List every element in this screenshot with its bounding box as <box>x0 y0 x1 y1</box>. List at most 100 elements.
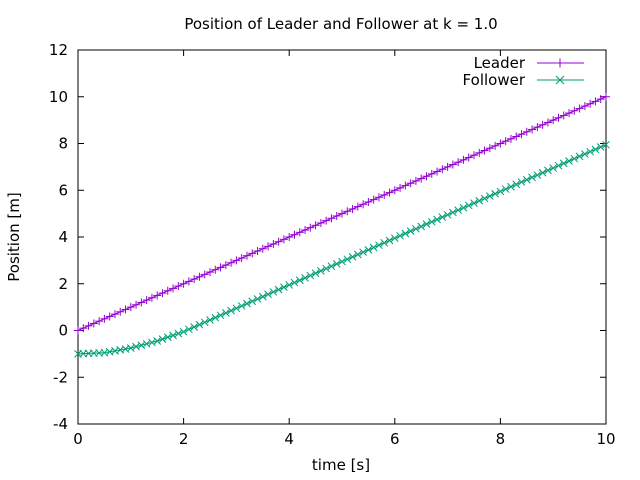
data-point-leader <box>575 104 584 113</box>
y-tick-label: -4 <box>53 415 68 433</box>
data-point-follower <box>565 157 573 165</box>
data-point-follower <box>507 182 515 191</box>
data-point-follower <box>364 246 373 254</box>
legend-marker-follower <box>555 75 565 85</box>
data-point-leader <box>522 127 531 136</box>
data-point-leader <box>237 254 246 263</box>
data-point-follower <box>148 338 156 347</box>
data-point-follower <box>401 229 410 238</box>
data-point-leader <box>232 256 241 265</box>
data-point-follower <box>137 341 146 350</box>
y-tick-label: 12 <box>49 41 68 59</box>
data-point-follower <box>602 140 610 149</box>
data-point-follower <box>396 231 404 240</box>
data-point-follower <box>406 227 415 236</box>
x-tick-label: 0 <box>73 430 83 448</box>
data-point-leader <box>79 324 88 333</box>
data-point-leader <box>580 102 589 111</box>
data-point-leader <box>332 211 341 220</box>
data-point-leader <box>211 265 220 274</box>
data-point-leader <box>496 139 505 148</box>
series-leader <box>74 92 610 335</box>
data-point-follower <box>353 250 362 259</box>
data-point-leader <box>153 291 162 300</box>
data-point-follower <box>343 255 352 264</box>
y-tick-label: 4 <box>58 228 68 246</box>
data-point-follower <box>517 178 526 186</box>
data-point-follower <box>533 171 542 179</box>
data-point-leader <box>528 125 537 134</box>
data-point-follower <box>549 164 558 172</box>
data-point-leader <box>343 207 352 216</box>
data-point-follower <box>185 325 193 334</box>
data-point-leader <box>248 249 257 258</box>
data-point-leader <box>190 275 199 284</box>
data-point-leader <box>242 251 251 260</box>
data-point-follower <box>596 143 605 151</box>
data-point-follower <box>163 333 172 342</box>
data-point-leader <box>406 179 415 188</box>
data-point-leader <box>147 293 156 302</box>
data-point-follower <box>211 313 220 322</box>
data-point-leader <box>285 233 294 241</box>
data-point-leader <box>163 286 172 295</box>
data-point-leader <box>485 144 494 153</box>
y-tick-label: 0 <box>58 322 68 340</box>
data-point-leader <box>380 190 389 199</box>
data-point-follower <box>591 145 600 154</box>
chart-title: Position of Leader and Follower at k = 1… <box>184 15 497 33</box>
y-tick-label: 10 <box>49 88 68 106</box>
data-point-leader <box>132 300 141 309</box>
legend-label-follower: Follower <box>463 71 526 89</box>
series-follower <box>74 140 610 358</box>
data-point-follower <box>586 147 595 156</box>
data-point-follower <box>295 276 304 285</box>
data-point-follower <box>427 217 436 226</box>
data-point-leader <box>506 134 515 143</box>
data-point-follower <box>570 154 579 163</box>
data-point-follower <box>485 192 494 200</box>
data-point-leader <box>374 193 383 202</box>
data-point-follower <box>290 278 299 287</box>
data-point-leader <box>364 197 373 206</box>
data-point-leader <box>221 261 230 270</box>
y-tick-label: -2 <box>53 368 68 386</box>
data-point-leader <box>216 263 225 272</box>
data-point-follower <box>417 222 426 231</box>
data-point-follower <box>470 199 478 207</box>
data-point-leader <box>475 148 484 157</box>
data-point-leader <box>501 137 510 146</box>
data-point-leader <box>306 223 315 232</box>
data-point-follower <box>443 210 452 219</box>
data-point-follower <box>274 285 283 294</box>
data-point-follower <box>227 306 235 315</box>
data-point-follower <box>359 248 367 257</box>
x-tick-label: 10 <box>596 430 615 448</box>
data-point-follower <box>311 269 320 278</box>
data-point-leader <box>121 305 130 314</box>
data-point-leader <box>411 176 420 185</box>
data-point-follower <box>475 196 484 205</box>
data-point-follower <box>258 292 267 301</box>
data-point-follower <box>190 323 199 331</box>
data-point-follower <box>375 241 383 250</box>
data-point-leader <box>570 106 579 115</box>
data-point-follower <box>412 224 420 233</box>
data-point-leader <box>512 132 521 141</box>
y-axis: -4 -2 0 2 4 6 8 10 12 <box>49 41 606 433</box>
data-point-follower <box>369 243 378 252</box>
data-point-leader <box>179 279 188 288</box>
data-point-follower <box>322 264 331 273</box>
data-point-leader <box>174 282 183 291</box>
data-point-follower <box>327 262 336 271</box>
data-point-leader <box>417 174 426 183</box>
data-point-leader <box>264 242 273 251</box>
series-layer <box>74 92 610 358</box>
data-point-leader <box>438 165 447 174</box>
data-point-follower <box>269 288 278 296</box>
data-point-leader <box>538 120 547 129</box>
data-point-leader <box>84 321 93 330</box>
data-point-follower <box>248 297 257 306</box>
data-point-leader <box>137 298 146 307</box>
